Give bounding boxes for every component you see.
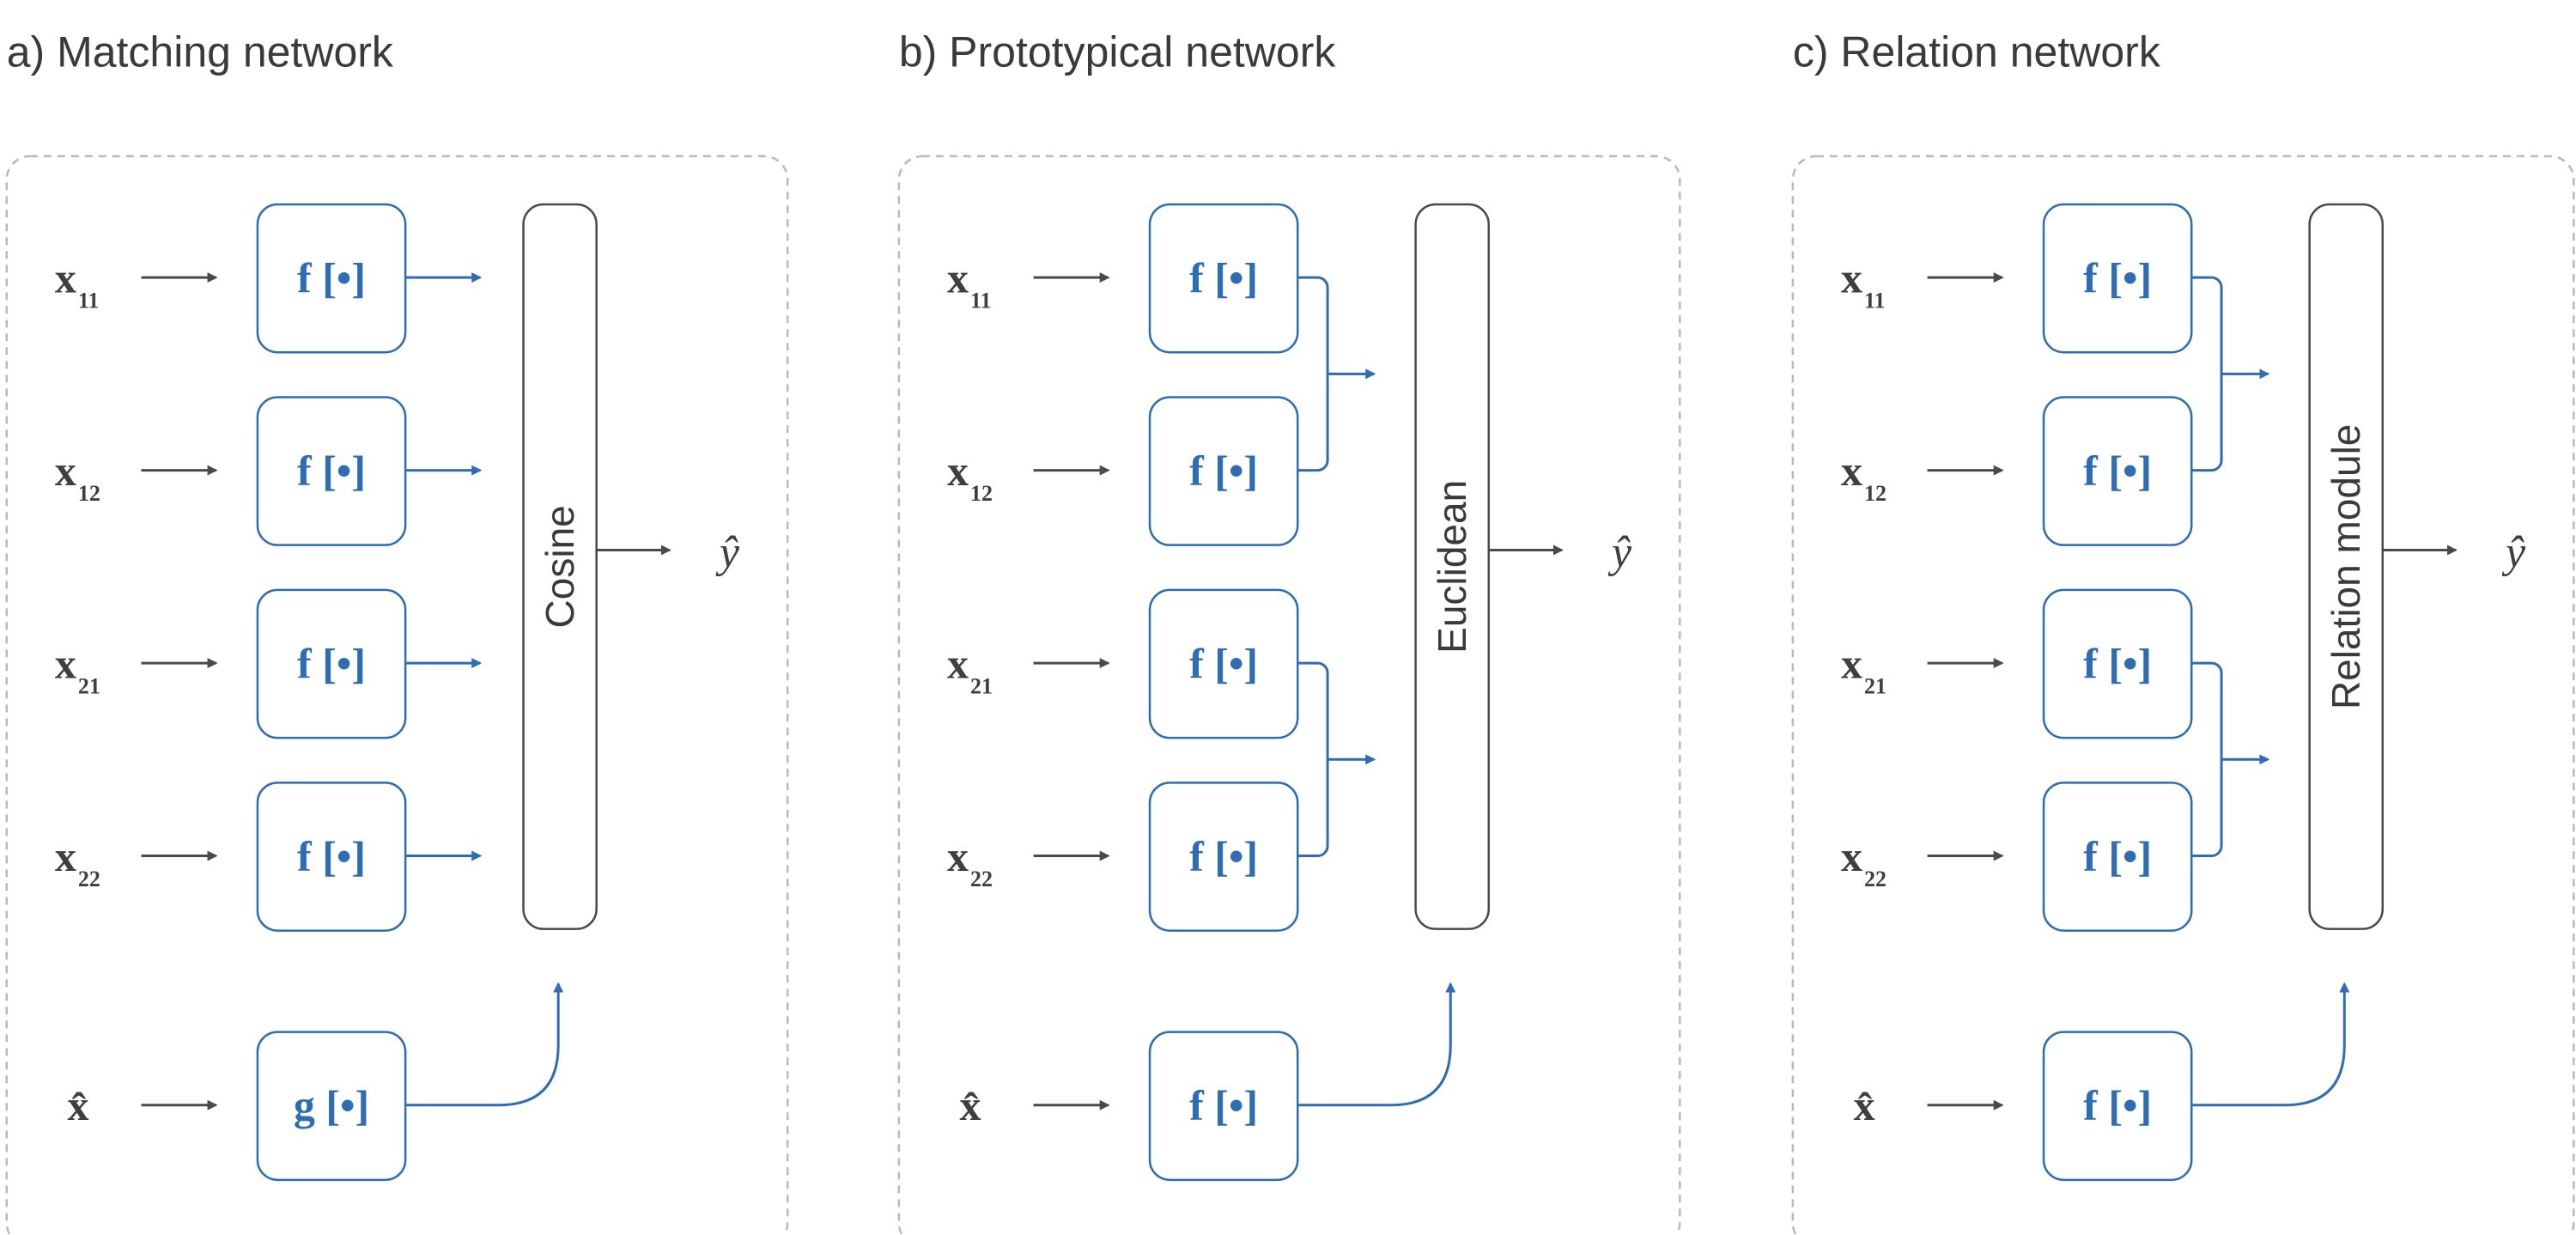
input-subscript: 21 (970, 673, 993, 698)
support-input-label: x11 (1841, 254, 1886, 313)
query-input-label: x̂ (960, 1081, 981, 1129)
input-symbol: x (55, 447, 76, 495)
input-symbol: x (55, 832, 76, 880)
encoder-label: f [•] (1189, 639, 1258, 687)
query-encoder-label: f [•] (1189, 1081, 1258, 1129)
encoder-label: f [•] (2083, 447, 2152, 495)
encoder-label: f [•] (297, 639, 366, 687)
support-input-label: x21 (55, 639, 100, 698)
input-subscript: 11 (1864, 289, 1886, 313)
input-symbol: x (1841, 639, 1862, 687)
input-subscript: 12 (1864, 481, 1886, 506)
query-encoder-label: g [•] (294, 1081, 369, 1129)
input-symbol: x (1841, 447, 1862, 495)
support-input-label: x22 (55, 832, 100, 891)
input-symbol: x (947, 832, 969, 880)
input-subscript: 22 (78, 867, 100, 891)
input-subscript: 21 (78, 673, 100, 698)
pooling-bracket (2191, 277, 2221, 470)
support-input-label: x21 (1841, 639, 1886, 698)
query-encoder-label: f [•] (2083, 1081, 2152, 1129)
query-input-label: x̂ (1854, 1081, 1875, 1129)
support-input-label: x11 (947, 254, 992, 313)
encoder-label: f [•] (297, 832, 366, 880)
encoder-label: f [•] (297, 254, 366, 302)
query-feature-arrow (1297, 984, 1450, 1105)
encoder-label: f [•] (2083, 254, 2152, 302)
panel-title: a) Matching network (7, 27, 394, 76)
prediction-output: ŷ (1607, 528, 1632, 577)
input-subscript: 12 (970, 481, 993, 506)
comparison-module-label: Euclidean (1430, 480, 1474, 654)
input-subscript: 11 (78, 289, 100, 313)
encoder-label: f [•] (297, 447, 366, 495)
support-input-label: x12 (55, 447, 100, 506)
input-subscript: 11 (970, 289, 992, 313)
pooling-bracket (1297, 277, 1327, 470)
support-input-label: x11 (55, 254, 100, 313)
support-input-label: x12 (947, 447, 993, 506)
prediction-output: ŷ (2501, 528, 2526, 577)
input-subscript: 22 (970, 867, 993, 891)
pooling-bracket (1297, 663, 1327, 855)
comparison-module-label: Relation module (2324, 424, 2368, 709)
prediction-output: ŷ (715, 528, 740, 577)
comparison-module-label: Cosine (538, 505, 582, 628)
support-input-label: x12 (1841, 447, 1886, 506)
encoder-label: f [•] (2083, 832, 2152, 880)
encoder-label: f [•] (1189, 832, 1258, 880)
query-feature-arrow (2191, 984, 2344, 1105)
encoder-label: f [•] (1189, 254, 1258, 302)
encoder-label: f [•] (2083, 639, 2152, 687)
input-symbol: x (1841, 832, 1862, 880)
query-input-label: x̂ (67, 1081, 88, 1129)
input-symbol: x (55, 254, 76, 302)
panel-title: b) Prototypical network (899, 27, 1337, 76)
panel-title: c) Relation network (1793, 27, 2161, 76)
input-subscript: 21 (1864, 673, 1886, 698)
support-input-label: x22 (947, 832, 993, 891)
input-symbol: x (947, 447, 969, 495)
input-subscript: 12 (78, 481, 100, 506)
support-input-label: x22 (1841, 832, 1886, 891)
support-input-label: x21 (947, 639, 993, 698)
pooling-bracket (2191, 663, 2221, 855)
input-subscript: 22 (1864, 867, 1886, 891)
input-symbol: x (947, 254, 969, 302)
input-symbol: x (947, 639, 969, 687)
encoder-label: f [•] (1189, 447, 1258, 495)
query-feature-arrow (405, 984, 558, 1105)
input-symbol: x (1841, 254, 1862, 302)
input-symbol: x (55, 639, 76, 687)
